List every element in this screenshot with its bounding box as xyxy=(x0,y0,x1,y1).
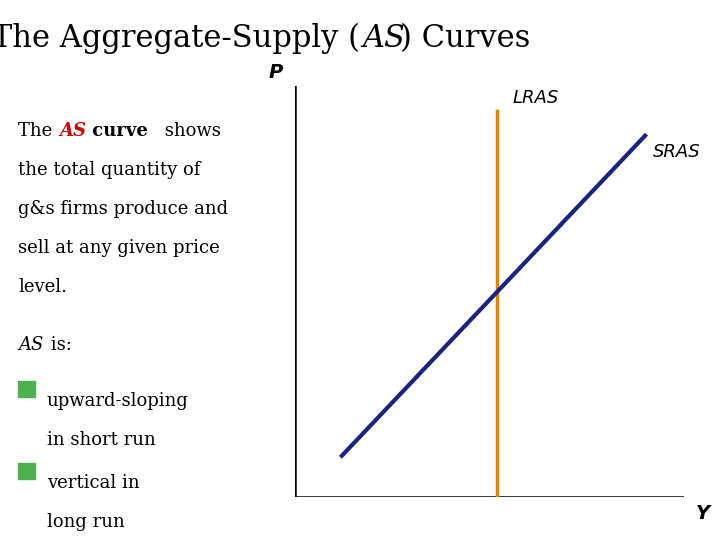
Text: in short run: in short run xyxy=(47,431,156,449)
Text: P: P xyxy=(269,63,283,82)
Text: The: The xyxy=(18,122,58,140)
Text: the total quantity of: the total quantity of xyxy=(18,161,200,179)
Text: SRAS: SRAS xyxy=(653,143,701,161)
Text: ) Curves: ) Curves xyxy=(400,23,530,54)
Text: AS: AS xyxy=(18,336,43,354)
Text: The Aggregate-Supply (: The Aggregate-Supply ( xyxy=(0,23,360,54)
Text: Y: Y xyxy=(696,504,710,523)
Text: LRAS: LRAS xyxy=(513,89,559,107)
Bar xyxy=(18,463,35,479)
Text: shows: shows xyxy=(158,122,220,140)
Text: g&s firms produce and: g&s firms produce and xyxy=(18,200,228,218)
Text: vertical in: vertical in xyxy=(47,474,140,492)
Text: AS: AS xyxy=(362,23,405,54)
Text: level.: level. xyxy=(18,278,67,296)
Bar xyxy=(18,381,35,397)
Text: long run: long run xyxy=(47,513,125,531)
Text: curve: curve xyxy=(86,122,148,140)
Text: sell at any given price: sell at any given price xyxy=(18,239,220,256)
Text: upward-sloping: upward-sloping xyxy=(47,392,189,410)
Text: is:: is: xyxy=(45,336,72,354)
Text: AS: AS xyxy=(59,122,86,140)
